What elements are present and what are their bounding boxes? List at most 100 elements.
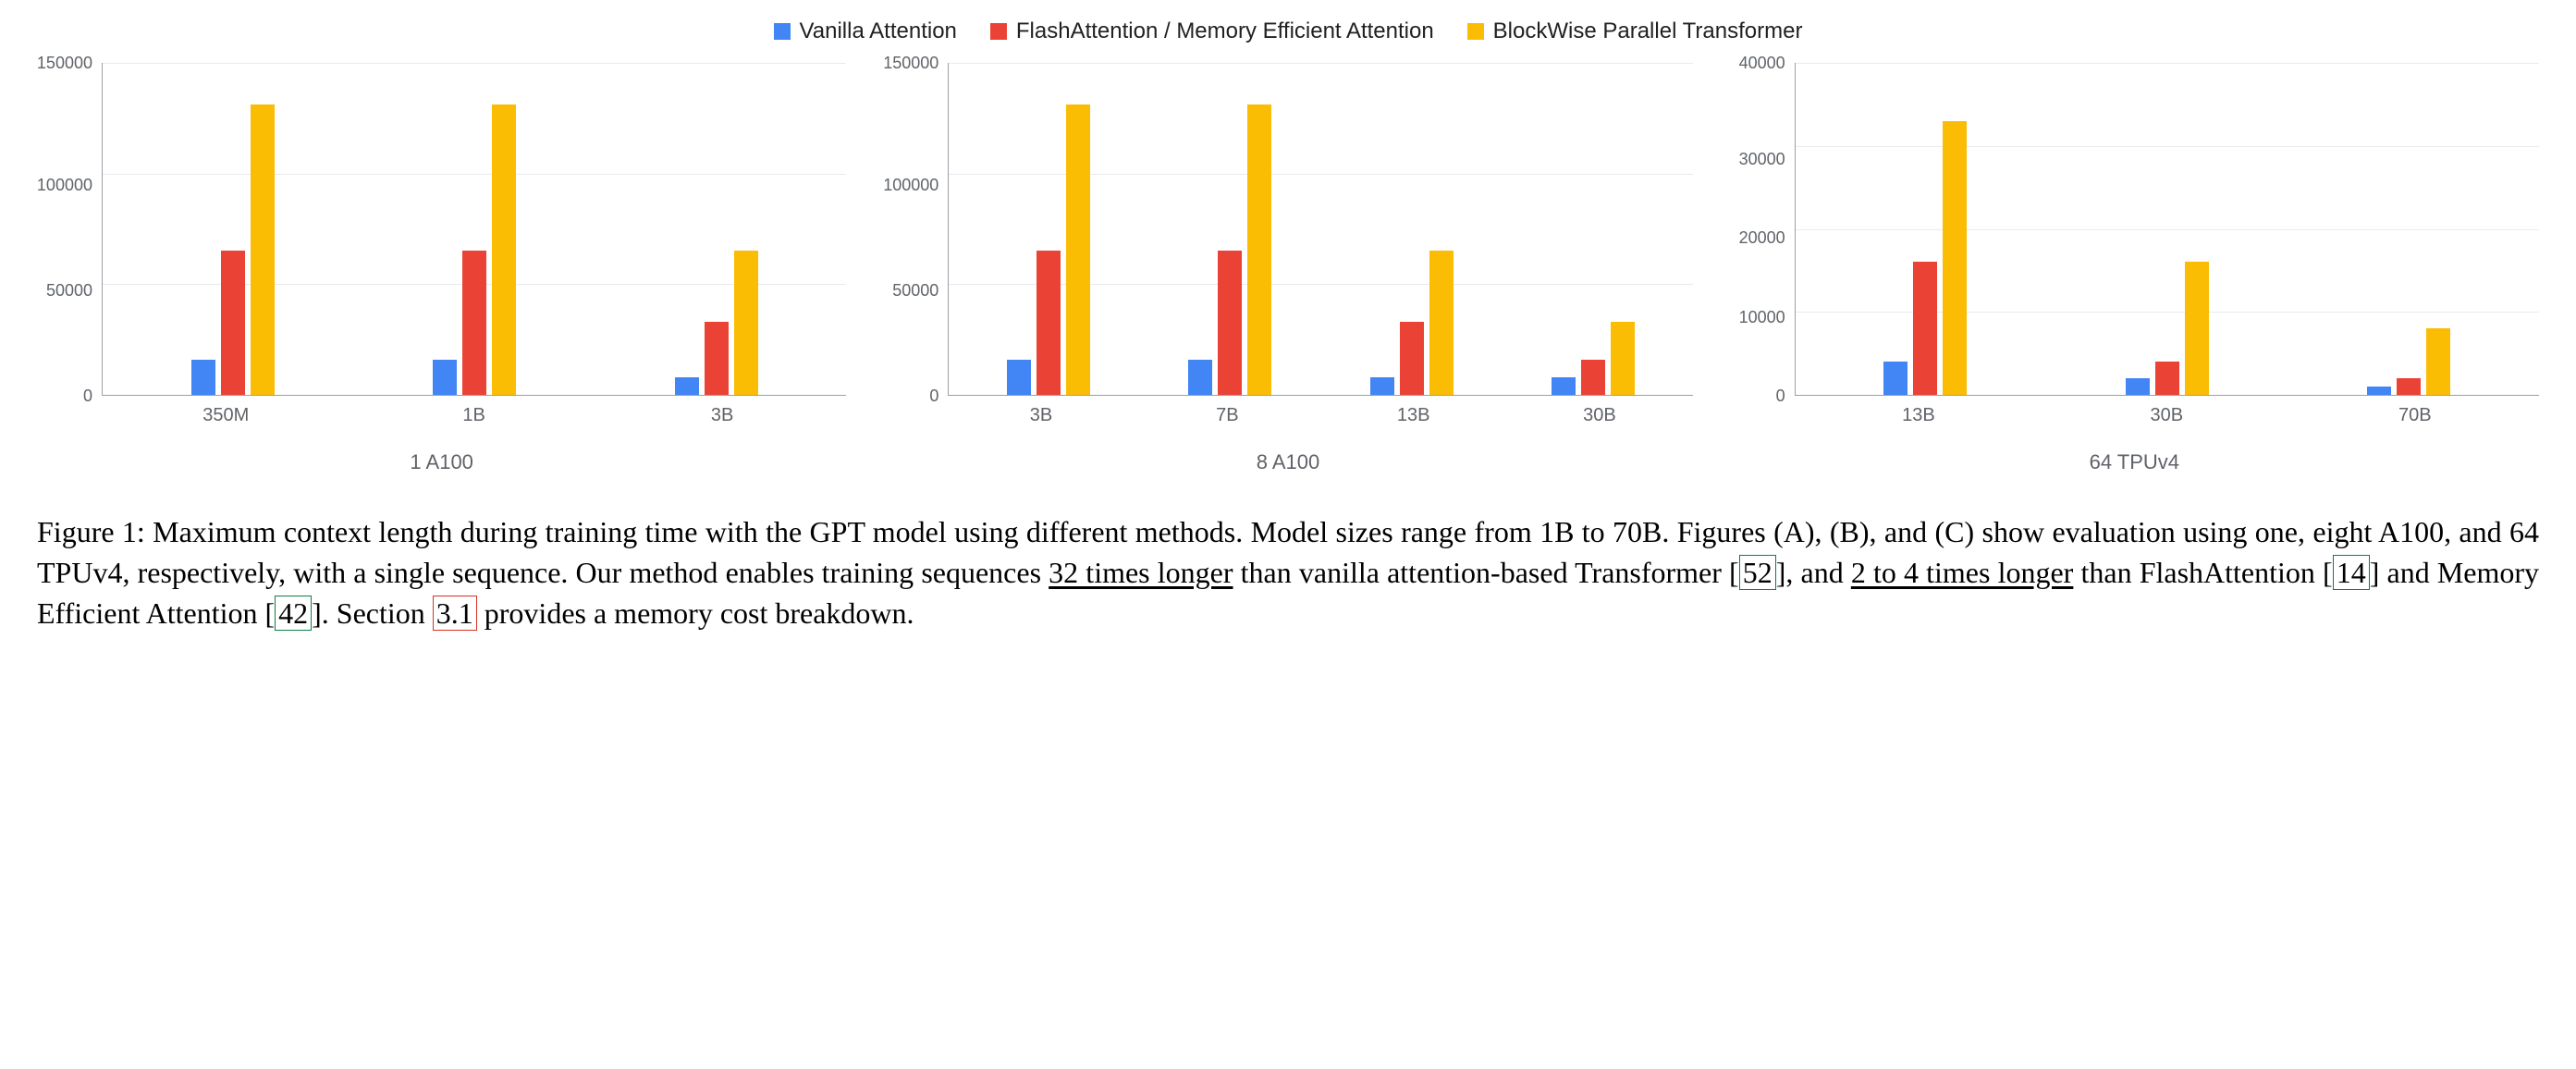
category-group	[595, 63, 837, 395]
x-tick-label: 3B	[948, 405, 1134, 426]
chart-area: 150000100000500000	[883, 63, 1692, 396]
legend-label: Vanilla Attention	[800, 18, 957, 44]
chart-bar	[1066, 104, 1090, 395]
chart-bar	[1400, 322, 1424, 395]
y-tick-label: 50000	[892, 282, 938, 299]
chart-bar	[1218, 251, 1242, 395]
chart-bar	[1611, 322, 1635, 395]
chart-bar	[705, 322, 729, 395]
y-tick-label: 0	[83, 387, 92, 404]
chart-bar	[462, 251, 486, 395]
y-tick-label: 50000	[46, 282, 92, 299]
y-tick-label: 10000	[1739, 309, 1785, 326]
chart-bar	[1429, 251, 1454, 395]
section-link[interactable]: 3.1	[433, 596, 477, 631]
x-tick-label: 13B	[1320, 405, 1506, 426]
legend-item: Vanilla Attention	[774, 18, 957, 44]
chart-bar	[734, 251, 758, 395]
panel-title: 8 A100	[883, 450, 1692, 474]
category-group	[1503, 63, 1684, 395]
y-axis: 150000100000500000	[883, 63, 948, 396]
x-axis: 350M1B3B	[37, 405, 846, 426]
caption-prefix: Figure 1:	[37, 515, 153, 548]
category-group	[1805, 63, 2046, 395]
x-tick-label: 3B	[598, 405, 846, 426]
x-tick-label: 7B	[1135, 405, 1320, 426]
category-group	[112, 63, 353, 395]
caption-underline: 2 to 4 times longer	[1851, 556, 2074, 589]
x-axis: 13B30B70B	[1730, 405, 2539, 426]
category-group	[353, 63, 595, 395]
y-tick-label: 150000	[37, 55, 92, 71]
chart-bar	[2126, 378, 2150, 395]
chart-bar	[1552, 377, 1576, 395]
y-tick-label: 100000	[37, 177, 92, 193]
caption-text: than FlashAttention [	[2073, 556, 2332, 589]
chart-panel: 1500001000005000003B7B13B30B8 A100	[883, 63, 1692, 474]
chart-bar	[1581, 360, 1605, 395]
category-group	[1320, 63, 1502, 395]
chart-bar	[1007, 360, 1031, 395]
chart-bar	[492, 104, 516, 395]
chart-bar	[251, 104, 275, 395]
category-group	[2288, 63, 2530, 395]
chart-bar	[221, 251, 245, 395]
legend-swatch	[1467, 23, 1484, 40]
panel-title: 1 A100	[37, 450, 846, 474]
chart-bar	[1913, 262, 1937, 395]
x-tick-label: 70B	[2291, 405, 2539, 426]
x-tick-label: 30B	[2042, 405, 2290, 426]
plot-area	[1795, 63, 2539, 396]
chart-panel: 40000300002000010000013B30B70B64 TPUv4	[1730, 63, 2539, 474]
x-axis: 3B7B13B30B	[883, 405, 1692, 426]
y-axis: 150000100000500000	[37, 63, 102, 396]
chart-bar	[191, 360, 215, 395]
category-group	[958, 63, 1139, 395]
x-tick-label: 13B	[1795, 405, 2042, 426]
caption-text: than vanilla attention-based Transformer…	[1233, 556, 1739, 589]
chart-bar	[1188, 360, 1212, 395]
chart-bar	[2397, 378, 2421, 395]
legend-swatch	[990, 23, 1007, 40]
y-tick-label: 0	[1776, 387, 1785, 404]
y-tick-label: 150000	[883, 55, 938, 71]
citation-link[interactable]: 42	[275, 596, 312, 631]
caption-text: ]. Section	[312, 596, 433, 630]
legend-swatch	[774, 23, 791, 40]
chart-legend: Vanilla Attention FlashAttention / Memory…	[37, 18, 2539, 44]
y-tick-label: 40000	[1739, 55, 1785, 71]
plot-area	[948, 63, 1692, 396]
figure-caption: Figure 1: Maximum context length during …	[37, 511, 2539, 633]
charts-row: 150000100000500000350M1B3B1 A10015000010…	[37, 63, 2539, 474]
legend-label: FlashAttention / Memory Efficient Attent…	[1016, 18, 1434, 44]
y-tick-label: 100000	[883, 177, 938, 193]
chart-bar	[2185, 262, 2209, 395]
chart-area: 400003000020000100000	[1730, 63, 2539, 396]
category-group	[2046, 63, 2288, 395]
caption-underline: 32 times longer	[1049, 556, 1233, 589]
y-axis: 400003000020000100000	[1730, 63, 1795, 396]
panel-title: 64 TPUv4	[1730, 450, 2539, 474]
chart-bar	[1943, 121, 1967, 395]
caption-text: provides a memory cost breakdown.	[477, 596, 914, 630]
y-tick-label: 20000	[1739, 229, 1785, 246]
chart-bar	[2426, 328, 2450, 395]
x-tick-label: 1B	[350, 405, 597, 426]
category-group	[1139, 63, 1320, 395]
chart-bar	[2367, 387, 2391, 395]
citation-link[interactable]: 14	[2333, 555, 2370, 590]
chart-bar	[1370, 377, 1394, 395]
legend-item: BlockWise Parallel Transformer	[1467, 18, 1803, 44]
y-tick-label: 0	[929, 387, 938, 404]
x-tick-label: 30B	[1506, 405, 1692, 426]
chart-bar	[1037, 251, 1061, 395]
chart-bar	[1883, 362, 1907, 395]
citation-link[interactable]: 52	[1739, 555, 1776, 590]
x-tick-label: 350M	[102, 405, 350, 426]
chart-bar	[675, 377, 699, 395]
chart-bar	[433, 360, 457, 395]
chart-bar	[2155, 362, 2179, 395]
chart-bar	[1247, 104, 1271, 395]
legend-label: BlockWise Parallel Transformer	[1493, 18, 1803, 44]
chart-panel: 150000100000500000350M1B3B1 A100	[37, 63, 846, 474]
